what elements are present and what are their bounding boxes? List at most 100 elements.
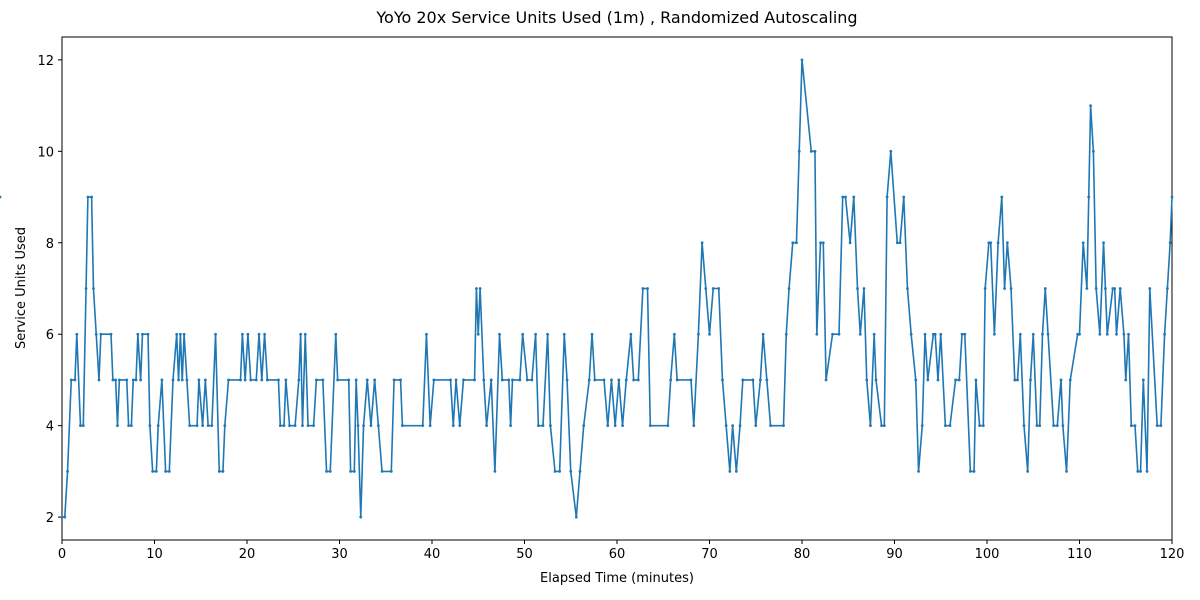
data-point — [525, 378, 529, 382]
data-point — [482, 378, 486, 382]
data-point — [1133, 424, 1137, 428]
data-point — [1031, 332, 1035, 336]
data-point — [306, 424, 310, 428]
data-point — [800, 58, 804, 62]
data-point — [1136, 470, 1140, 473]
data-point — [697, 332, 700, 336]
data-point — [648, 424, 652, 428]
data-point — [489, 378, 493, 382]
data-point — [534, 332, 537, 336]
data-point — [92, 287, 95, 290]
data-point — [134, 378, 138, 382]
data-point — [164, 470, 168, 473]
data-point — [666, 424, 670, 428]
x-tick-label: 0 — [58, 547, 66, 562]
data-point — [711, 287, 715, 290]
data-point — [69, 378, 73, 382]
data-point — [389, 470, 393, 473]
data-point — [511, 378, 514, 382]
data-point — [86, 195, 90, 199]
data-point — [90, 195, 93, 199]
data-point — [1005, 241, 1009, 245]
data-point — [167, 470, 171, 473]
data-point — [201, 424, 205, 428]
data-point — [902, 195, 906, 199]
data-point — [758, 378, 762, 382]
data-point — [392, 378, 396, 382]
data-point — [473, 378, 476, 382]
data-point — [1022, 424, 1026, 428]
data-point — [1170, 195, 1174, 199]
data-point — [1016, 378, 1019, 382]
x-tick-label: 10 — [146, 547, 163, 562]
data-point — [254, 378, 258, 382]
data-point — [454, 378, 458, 382]
data-point — [125, 378, 129, 382]
data-point — [791, 241, 795, 245]
x-tick-label: 80 — [794, 547, 811, 562]
data-point — [1094, 287, 1098, 290]
data-point — [641, 287, 645, 290]
x-tick-label: 30 — [331, 547, 348, 562]
data-point — [451, 424, 455, 428]
data-point — [981, 424, 985, 428]
data-point — [521, 332, 525, 336]
data-point — [858, 332, 862, 336]
data-point — [1105, 332, 1109, 336]
data-point — [1038, 424, 1042, 428]
data-point — [632, 378, 636, 382]
data-point — [765, 378, 769, 382]
data-point — [177, 378, 180, 382]
data-point — [312, 424, 315, 428]
data-point — [1115, 332, 1118, 336]
data-point — [738, 424, 742, 428]
data-point — [844, 195, 847, 199]
data-point — [602, 378, 606, 382]
data-point — [636, 378, 640, 382]
data-point — [206, 424, 210, 428]
data-point — [617, 378, 621, 382]
data-point — [175, 332, 179, 336]
data-point — [1163, 332, 1166, 336]
data-point — [63, 515, 67, 519]
y-tick-label: 6 — [46, 328, 54, 343]
data-point — [239, 378, 242, 382]
data-point — [500, 378, 504, 382]
data-point — [79, 424, 82, 428]
data-point — [197, 378, 201, 382]
data-point — [428, 424, 432, 428]
data-point — [933, 332, 937, 336]
data-point — [880, 424, 883, 428]
data-point — [1055, 424, 1059, 428]
data-point — [761, 332, 765, 336]
data-point — [336, 378, 340, 382]
data-point — [578, 470, 582, 473]
data-point — [114, 378, 118, 382]
data-point — [672, 332, 676, 336]
data-point — [401, 424, 404, 428]
data-point — [288, 424, 291, 428]
data-point — [972, 470, 976, 473]
data-point — [195, 424, 199, 428]
data-point — [325, 470, 328, 473]
data-point — [246, 332, 250, 336]
data-point — [795, 241, 798, 245]
x-tick-label: 40 — [424, 547, 441, 562]
data-point — [565, 378, 569, 382]
data-point — [978, 424, 981, 428]
data-point — [354, 378, 358, 382]
data-point — [821, 241, 825, 245]
data-point — [895, 241, 899, 245]
data-point — [365, 378, 369, 382]
data-point — [1059, 378, 1063, 382]
data-point — [243, 378, 247, 382]
data-point — [476, 332, 480, 336]
data-point — [1043, 287, 1047, 290]
data-point — [1052, 424, 1055, 428]
data-point — [240, 332, 244, 336]
data-point — [754, 424, 758, 428]
data-point — [203, 378, 207, 382]
data-point — [920, 424, 924, 428]
data-point — [160, 378, 164, 382]
data-point — [0, 195, 2, 199]
